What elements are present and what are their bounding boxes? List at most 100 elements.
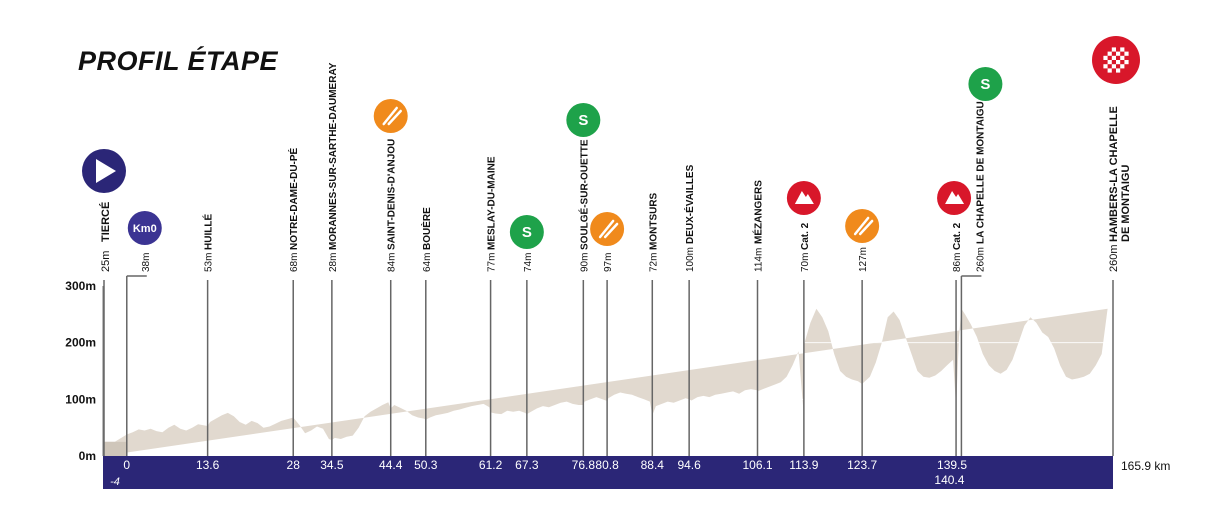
marker-label-group: 28m MORANNES-SUR-SARTHE-DAUMERAY bbox=[328, 62, 339, 272]
sprint-icon-text: S bbox=[578, 112, 588, 129]
y-tick-label: 0m bbox=[79, 449, 96, 463]
y-tick-label: 100m bbox=[65, 392, 96, 406]
marker-town-label: DEUX-ÉVAILLES bbox=[683, 164, 696, 244]
marker-label-group: 70m Cat. 2 bbox=[800, 222, 811, 272]
finish-checker-square bbox=[1124, 51, 1129, 56]
feed-zone-fork bbox=[598, 219, 615, 239]
finish-checker-square bbox=[1116, 60, 1121, 65]
finish-town-label-line2: DE MONTAIGU bbox=[1120, 165, 1132, 242]
finish-checker-square bbox=[1116, 51, 1121, 56]
km0-icon bbox=[127, 211, 162, 245]
marker-altitude-label: 72m bbox=[648, 253, 659, 272]
marker-label-group: 72m MONTSURS bbox=[648, 192, 659, 272]
marker-label-group: 127m bbox=[858, 247, 869, 272]
start-town-label: TIERCÉ bbox=[99, 202, 112, 242]
page-title: PROFIL ÉTAPE bbox=[78, 46, 279, 76]
finish-checker-square bbox=[1111, 55, 1116, 60]
km-label: 94.6 bbox=[677, 458, 701, 472]
km-label: 44.4 bbox=[379, 458, 403, 472]
finish-checker-square bbox=[1107, 60, 1112, 65]
marker-town-label: MONTSURS bbox=[648, 192, 659, 250]
total-distance-label: 165.9 km bbox=[1121, 459, 1170, 473]
marker-label-group: 53m HUILLÉ bbox=[202, 214, 215, 272]
marker-label-group: 68m NOTRE-DAME-DU-PÉ bbox=[287, 147, 300, 272]
marker-label-group: 64m BOUÈRE bbox=[420, 207, 433, 272]
feed-zone-knife bbox=[858, 219, 874, 236]
finish-checker-square bbox=[1111, 64, 1116, 69]
sprint-icon-text: S bbox=[522, 224, 532, 241]
marker-altitude-label: 64m bbox=[422, 253, 433, 272]
km-label: 76.8 bbox=[572, 458, 596, 472]
sprint-icon bbox=[968, 67, 1003, 101]
finish-checker-square bbox=[1116, 68, 1121, 73]
start-altitude-label: 25m bbox=[100, 251, 112, 272]
finish-checker-square bbox=[1120, 64, 1125, 69]
marker-altitude-label: 90m bbox=[579, 253, 590, 272]
marker-town-label: BOUÈRE bbox=[420, 207, 433, 250]
marker-town-label: SAINT-DENIS-D'ANJOU bbox=[387, 139, 398, 250]
y-tick-label: 200m bbox=[65, 336, 96, 350]
km-label: 80.8 bbox=[595, 458, 619, 472]
km-label: 61.2 bbox=[479, 458, 503, 472]
finish-checker-square bbox=[1107, 51, 1112, 56]
km-label: 123.7 bbox=[847, 458, 877, 472]
marker-label-group: 84m SAINT-DENIS-D'ANJOU bbox=[387, 139, 398, 272]
marker-label-group: 90m SOULGÉ-SUR-OUETTE bbox=[577, 139, 590, 272]
finish-checker-square bbox=[1107, 68, 1112, 73]
finish-checker-square bbox=[1103, 55, 1108, 60]
km-label: 28 bbox=[287, 458, 301, 472]
km-label: 13.6 bbox=[196, 458, 220, 472]
sprint-icon-text: S bbox=[980, 76, 990, 93]
marker-altitude-label: 127m bbox=[858, 247, 869, 272]
marker-town-label: LA CHAPELLE DE MONTAIGU bbox=[975, 101, 986, 244]
marker-town-label: HUILLÉ bbox=[202, 214, 215, 250]
marker-town-label: MESLAY-DU-MAINE bbox=[487, 156, 498, 250]
marker-label-group: 74m bbox=[523, 253, 534, 272]
marker-altitude-label: 70m bbox=[800, 253, 811, 272]
km-label: 106.1 bbox=[742, 458, 772, 472]
marker-altitude-label: 38m bbox=[141, 253, 152, 272]
start-offset-label: -4 bbox=[110, 476, 120, 488]
marker-label-group: 260m LA CHAPELLE DE MONTAIGU bbox=[975, 101, 986, 272]
marker-altitude-label: 97m bbox=[603, 253, 614, 272]
km-label: 113.9 bbox=[789, 458, 818, 472]
marker-altitude-label: 100m bbox=[685, 247, 696, 272]
marker-label-group: 114m MÉZANGERS bbox=[752, 180, 765, 272]
marker-town-label: MORANNES-SUR-SARTHE-DAUMERAY bbox=[328, 62, 339, 250]
marker-label-group: 100m DEUX-ÉVAILLES bbox=[683, 164, 696, 272]
feed-zone-fork bbox=[853, 216, 870, 236]
km-label: 139.5 bbox=[937, 458, 967, 472]
finish-checker-square bbox=[1103, 64, 1108, 69]
marker-altitude-label: 53m bbox=[204, 253, 215, 272]
km-label: 0 bbox=[123, 458, 130, 472]
finish-town-label-line1: HAMBERS-LA CHAPELLE bbox=[1108, 106, 1120, 242]
sprint-icon bbox=[509, 215, 544, 249]
start-play-triangle bbox=[96, 159, 116, 183]
marker-town-label: MÉZANGERS bbox=[752, 180, 765, 244]
km-label: 67.3 bbox=[515, 458, 539, 472]
y-tick-label: 300m bbox=[65, 279, 96, 293]
start-label-group: 25m TIERCÉ bbox=[99, 202, 112, 272]
marker-altitude-label: 84m bbox=[387, 253, 398, 272]
climb-mountain-shape bbox=[945, 191, 965, 204]
feed-zone-knife bbox=[603, 222, 619, 239]
marker-altitude-label: 260m bbox=[975, 247, 986, 272]
marker-altitude-label: 28m bbox=[328, 253, 339, 272]
marker-altitude-label: 86m bbox=[952, 253, 963, 272]
km-label: 88.4 bbox=[641, 458, 665, 472]
km0-icon-text: Km0 bbox=[133, 223, 157, 235]
marker-town-label: NOTRE-DAME-DU-PÉ bbox=[287, 147, 300, 250]
marker-altitude-label: 77m bbox=[487, 253, 498, 272]
marker-town-label: Cat. 2 bbox=[800, 222, 811, 250]
finish-label-group: 260m HAMBERS-LA CHAPELLE DE MONTAIGU bbox=[1108, 106, 1132, 272]
finish-altitude-label: 260m bbox=[1108, 244, 1120, 272]
marker-altitude-label: 74m bbox=[523, 253, 534, 272]
finish-checker-square bbox=[1111, 47, 1116, 52]
marker-altitude-label: 68m bbox=[289, 253, 300, 272]
km-label: 34.5 bbox=[320, 458, 344, 472]
finish-checker-square bbox=[1124, 60, 1129, 65]
feed-zone-knife bbox=[387, 109, 402, 126]
marker-label-group: 86m Cat. 2 bbox=[952, 222, 963, 272]
marker-label-group: 77m MESLAY-DU-MAINE bbox=[487, 156, 498, 272]
